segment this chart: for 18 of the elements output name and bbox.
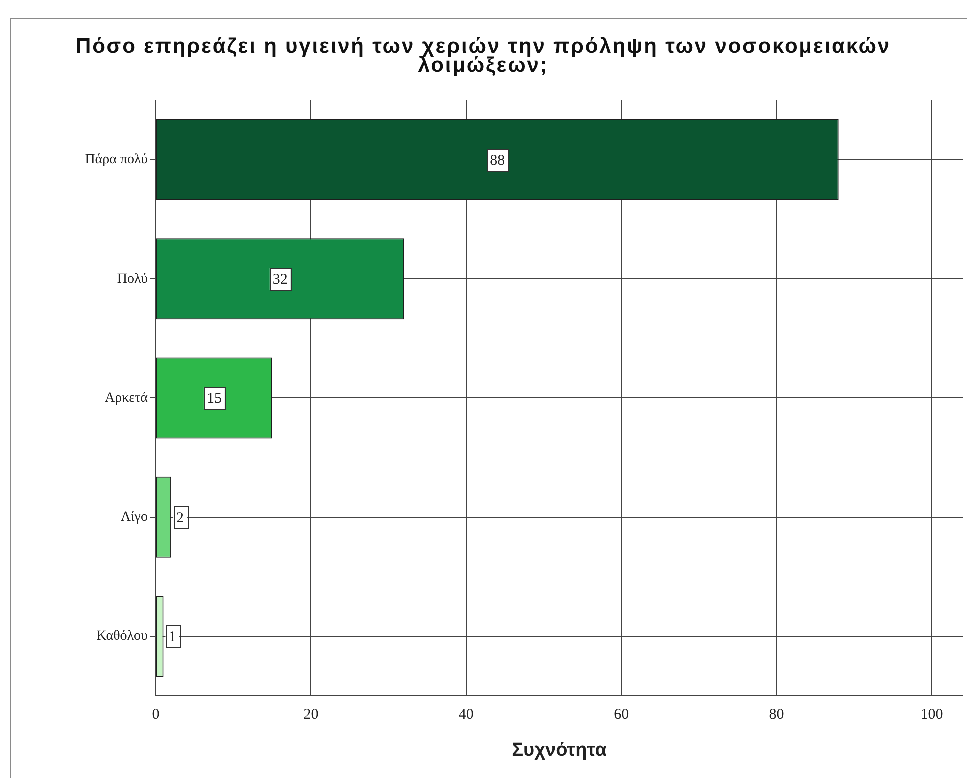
x-tick-label: 80 <box>769 706 784 723</box>
x-tick-label: 0 <box>152 706 160 723</box>
data-label: 1 <box>168 629 176 646</box>
y-tick-label: Λίγο <box>120 510 148 525</box>
y-tick-label: Πολύ <box>117 272 148 287</box>
x-tick-label: 100 <box>920 706 944 723</box>
x-tick-label: 20 <box>304 706 319 723</box>
x-tick-label: 40 <box>458 706 474 723</box>
x-axis-title: Συχνότητα <box>512 740 608 761</box>
data-label: 2 <box>176 510 184 526</box>
y-tick-label: Αρκετά <box>105 390 149 406</box>
data-label: 32 <box>272 272 288 288</box>
x-tick-label: 60 <box>614 706 630 723</box>
data-label: 15 <box>206 391 222 408</box>
y-tick-label: Καθόλου <box>96 629 148 644</box>
chart-title: Πόσο επηρεάζει η υγιεινή των χεριών την πρόληψη των νοσοκομειακών λοιμώξεων; <box>75 35 892 77</box>
data-label: 88 <box>490 152 506 169</box>
y-tick-label: Πάρα πολύ <box>85 152 148 168</box>
